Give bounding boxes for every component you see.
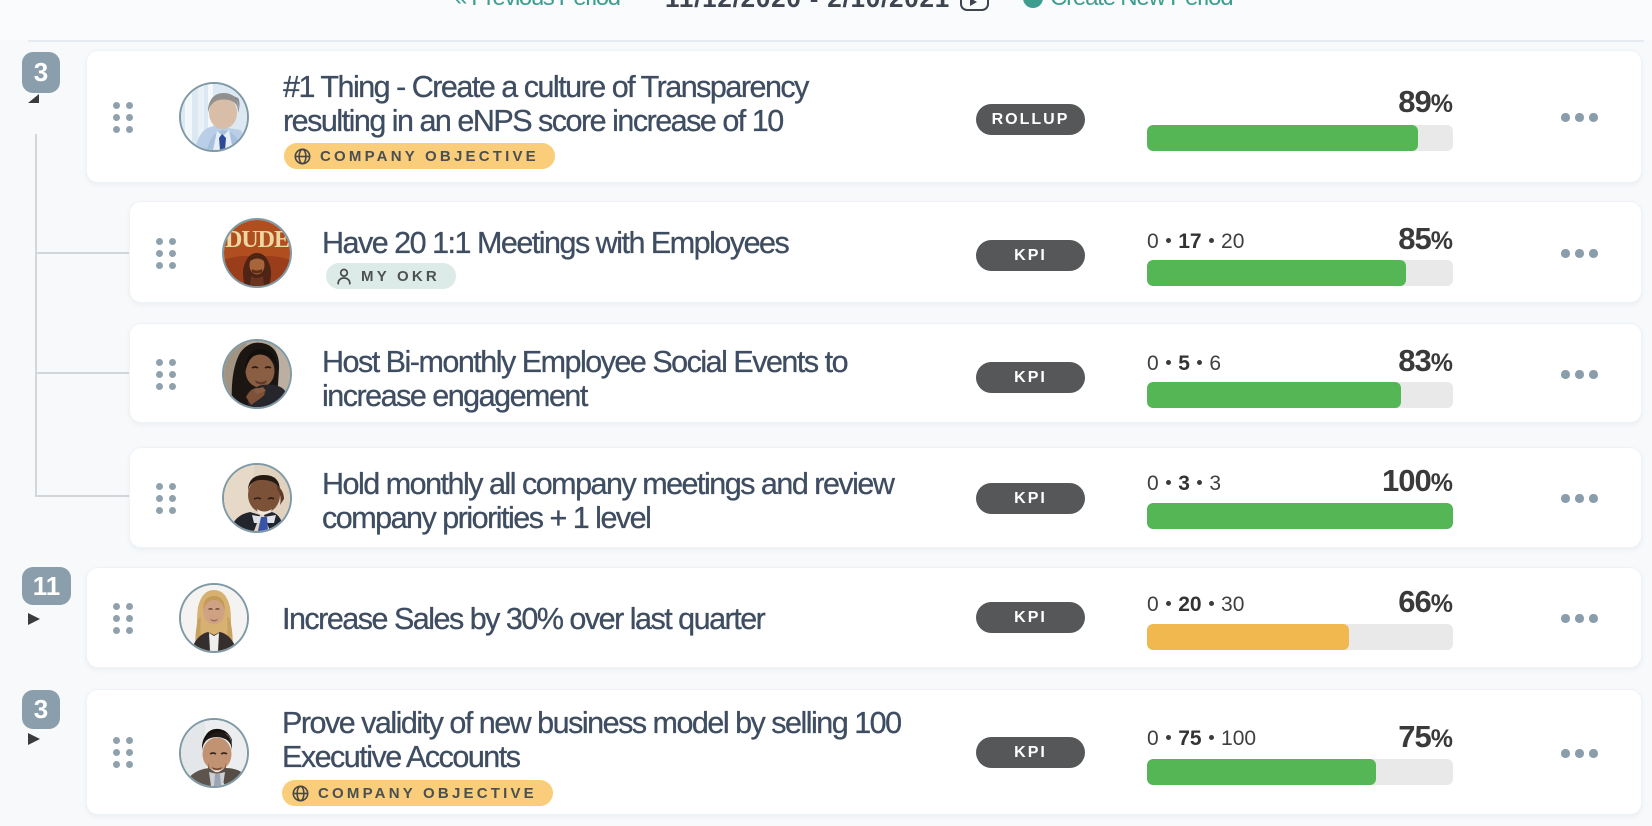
svg-text:DUDE: DUDE [225,227,289,253]
